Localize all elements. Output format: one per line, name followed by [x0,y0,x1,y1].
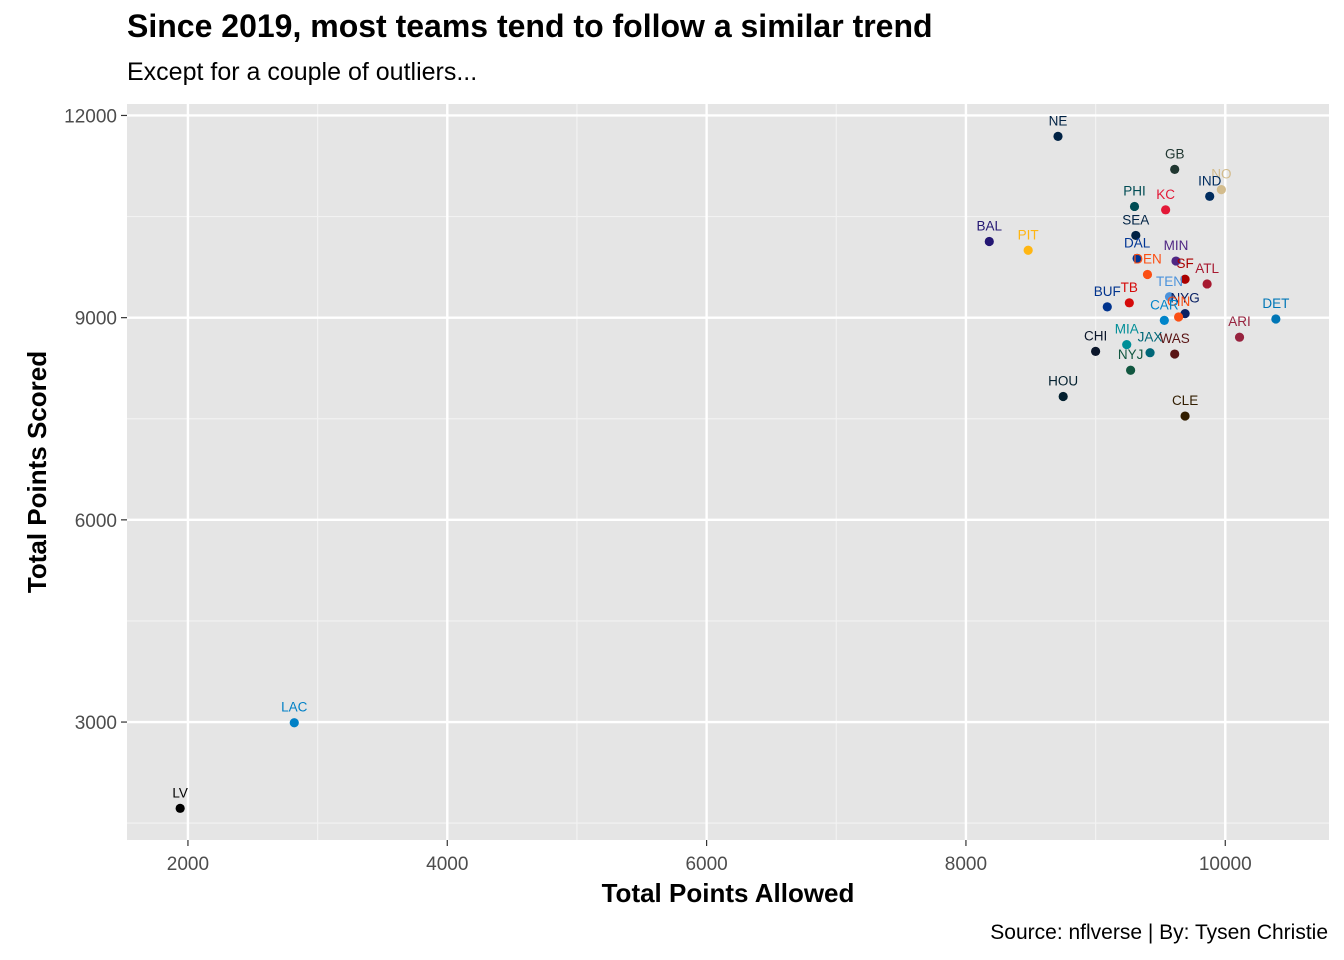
data-point-sf [1180,274,1190,284]
y-tick-label: 6000 [75,511,117,532]
point-label-kc: KC [1156,187,1175,202]
data-point-no [1216,184,1226,195]
data-point-jax [1145,348,1155,358]
point-label-ind: IND [1198,173,1222,188]
data-point-sea [1131,230,1141,241]
x-tick-label: 10000 [1199,854,1252,875]
x-tick-label: 2000 [167,854,209,875]
point-label-jax: JAX [1138,330,1163,345]
data-point-gb [1170,164,1180,174]
point-label-chi: CHI [1084,328,1107,343]
point-label-no: NO [1211,167,1231,182]
grid-minor [127,104,1329,840]
data-point-chi [1091,346,1101,356]
point-label-ten: TEN [1156,274,1183,289]
point-label-ne: NE [1049,113,1068,128]
y-tick-label: 3000 [75,713,117,734]
data-points [175,131,1281,813]
data-point-phi [1129,201,1140,212]
x-tick-label: 4000 [426,854,468,875]
data-point-lv [175,803,185,813]
point-label-cin: CIN [1167,294,1190,309]
data-point-cin [1173,312,1184,322]
point-label-gb: GB [1165,146,1185,161]
chart-title: Since 2019, most teams tend to follow a … [127,8,933,44]
data-point-ind [1205,191,1215,201]
point-label-bal: BAL [977,218,1003,233]
point-label-hou: HOU [1048,374,1078,389]
data-point-atl [1202,279,1212,289]
data-point-bal [984,236,994,247]
point-label-atl: ATL [1195,261,1219,276]
point-label-min: MIN [1164,238,1189,253]
y-tick-label: 12000 [64,106,117,127]
x-tick-label: 8000 [945,854,987,875]
data-point-nyj [1126,365,1136,375]
data-point-buf [1102,302,1112,312]
data-point-was [1170,349,1180,359]
data-point-car [1159,315,1169,325]
y-axis-title: Total Points Scored [22,351,52,593]
point-label-mia: MIA [1115,322,1139,337]
data-point-mia [1122,340,1132,350]
point-label-sf: SF [1176,256,1193,271]
chart-caption: Source: nflverse | By: Tysen Christie [990,921,1328,944]
point-label-buf: BUF [1094,284,1121,299]
data-point-hou [1058,391,1068,402]
axis-ticks: 2000 4000 6000 8000 10000 3000 6000 9000 12000 [64,106,1252,875]
point-label-pit: PIT [1018,227,1039,242]
point-label-nyg: NYG [1170,291,1199,306]
plot-panel [127,104,1329,840]
data-point-pit [1023,245,1033,255]
point-label-cle: CLE [1172,393,1198,408]
point-label-sea: SEA [1122,212,1149,227]
point-label-den: DEN [1133,252,1162,267]
point-label-ari: ARI [1228,314,1251,329]
x-axis-title: Total Points Allowed [602,878,855,908]
data-point-det [1271,314,1281,324]
data-point-lac [289,718,299,728]
data-point-tb [1124,298,1134,308]
data-point-kc [1161,205,1171,215]
data-point-min [1171,256,1181,266]
point-label-lv: LV [172,785,188,800]
data-point-ari [1234,332,1245,342]
point-label-car: CAR [1150,297,1179,312]
point-label-was: WAS [1160,331,1190,346]
x-tick-label: 6000 [685,854,727,875]
data-point-cle [1180,411,1190,421]
data-point-ne [1053,131,1063,141]
point-label-phi: PHI [1123,183,1146,198]
grid-major [127,104,1329,840]
point-label-dal: DAL [1124,235,1151,250]
chart-subtitle: Except for a couple of outliers... [127,58,478,86]
point-label-det: DET [1262,296,1289,311]
point-label-tb: TB [1121,280,1138,295]
data-point-den [1142,269,1153,280]
point-label-nyj: NYJ [1118,347,1144,362]
y-tick-label: 9000 [75,309,117,330]
data-point-dal [1132,253,1142,263]
point-label-lac: LAC [281,700,308,715]
data-point-ten [1164,292,1175,302]
